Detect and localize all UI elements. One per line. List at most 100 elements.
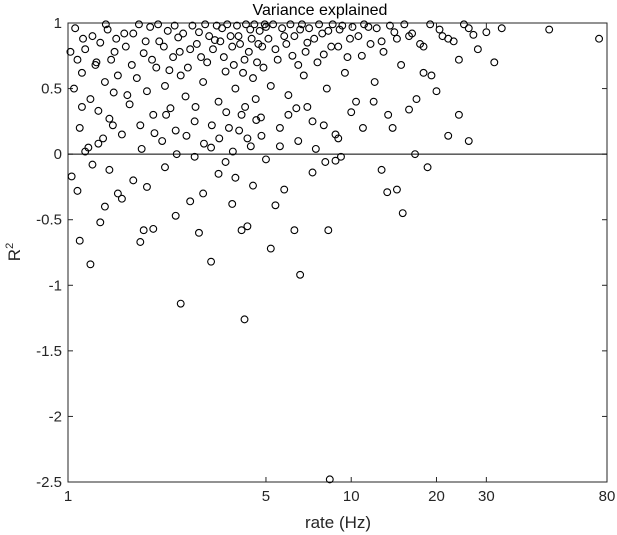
data-point	[214, 169, 223, 178]
data-point	[231, 173, 240, 182]
data-point	[179, 29, 188, 38]
data-point	[207, 257, 216, 266]
data-point	[246, 142, 255, 151]
data-point	[73, 55, 82, 64]
data-point	[310, 34, 319, 43]
data-point	[149, 110, 158, 119]
chart-title: Variance explained	[253, 2, 388, 19]
data-point	[239, 68, 247, 77]
data-point	[105, 114, 114, 123]
data-point	[231, 84, 240, 93]
data-point	[411, 150, 419, 159]
data-point	[165, 66, 174, 75]
data-point	[464, 24, 473, 33]
data-point	[343, 53, 352, 62]
data-point	[148, 55, 156, 64]
data-point	[325, 475, 334, 484]
data-point	[372, 24, 381, 33]
data-point	[256, 113, 265, 122]
data-point	[195, 28, 203, 37]
data-point	[201, 20, 210, 29]
data-point	[176, 71, 185, 80]
data-point	[311, 144, 320, 153]
data-point	[327, 42, 336, 51]
data-point	[419, 68, 428, 77]
data-point	[228, 200, 237, 208]
data-point	[112, 34, 121, 43]
data-point	[197, 53, 206, 62]
data-point	[459, 20, 468, 29]
data-point	[243, 134, 252, 143]
y-tick-label: -2	[49, 408, 62, 425]
y-tick-label: 0	[54, 146, 62, 163]
data-point	[444, 131, 453, 140]
y-axis-label: R2	[4, 243, 24, 261]
y-axis-label-base: R	[5, 249, 24, 261]
data-point	[301, 47, 310, 56]
data-point	[183, 63, 192, 72]
data-point	[73, 186, 82, 195]
data-point	[392, 34, 401, 43]
data-point	[284, 110, 293, 119]
data-point	[215, 134, 224, 143]
data-point	[244, 47, 253, 56]
data-point	[121, 42, 130, 51]
data-point	[383, 188, 392, 197]
data-point	[109, 88, 118, 97]
data-point	[103, 25, 112, 34]
data-point	[108, 121, 117, 130]
data-point	[207, 121, 216, 130]
data-point	[392, 185, 401, 194]
data-point	[195, 228, 203, 237]
data-point	[334, 134, 343, 143]
data-point	[243, 222, 252, 231]
data-point	[296, 25, 305, 34]
data-point	[241, 102, 250, 111]
data-point	[101, 20, 110, 29]
data-point	[96, 218, 105, 227]
data-point	[292, 104, 301, 113]
x-tick-label: 10	[343, 488, 360, 505]
data-point	[210, 36, 219, 44]
data-point	[252, 116, 261, 124]
data-point	[117, 194, 126, 203]
data-point	[223, 20, 232, 29]
data-point	[219, 53, 228, 62]
data-point	[357, 51, 366, 60]
data-point	[152, 63, 161, 72]
data-point	[86, 95, 95, 104]
data-point	[170, 21, 179, 30]
data-point	[75, 123, 84, 132]
y-axis-label-superscript: 2	[4, 243, 16, 249]
data-point	[364, 22, 373, 31]
plot-frame	[67, 22, 608, 483]
data-point	[77, 102, 86, 111]
data-point	[282, 40, 291, 48]
data-point	[308, 168, 317, 177]
data-point	[94, 106, 103, 115]
data-point	[262, 155, 270, 164]
data-point	[275, 142, 284, 151]
data-point	[271, 201, 280, 210]
data-point	[233, 21, 241, 30]
data-point	[400, 20, 409, 29]
data-points	[66, 20, 604, 484]
y-tick-label: 1	[54, 15, 62, 32]
data-point	[449, 37, 458, 46]
data-point	[408, 29, 417, 38]
data-point	[352, 97, 360, 106]
data-point	[70, 84, 78, 93]
data-point	[397, 61, 406, 69]
data-point	[139, 226, 148, 235]
data-point	[328, 20, 337, 29]
data-point	[324, 26, 333, 35]
y-tick-label: -0.5	[36, 212, 62, 229]
data-point	[384, 110, 393, 119]
data-point	[75, 236, 84, 245]
data-point	[354, 32, 363, 41]
data-point	[385, 21, 394, 30]
data-point	[497, 24, 506, 33]
data-point	[110, 47, 119, 56]
data-point	[398, 209, 407, 218]
